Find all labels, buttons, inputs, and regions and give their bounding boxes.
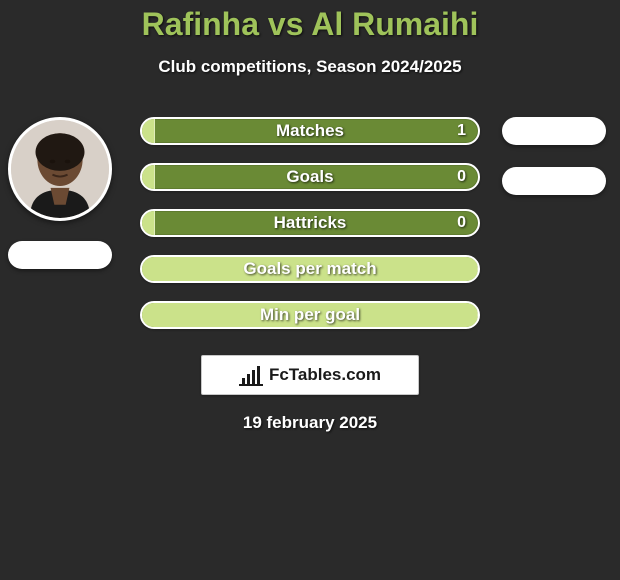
stat-bars: Matches 1 Goals 0 Hattricks 0 Goals per match M… <box>140 117 480 329</box>
stat-right-value: 0 <box>457 214 466 232</box>
stat-bar: Matches 1 <box>140 117 480 145</box>
stat-bar-fill <box>142 211 155 235</box>
stat-label: Min per goal <box>260 305 360 325</box>
stat-bar: Goals per match <box>140 255 480 283</box>
player-right-country-chip-2 <box>502 167 606 195</box>
stat-label: Goals <box>286 167 333 187</box>
player-left-country-chip <box>8 241 112 269</box>
stat-bar: Min per goal <box>140 301 480 329</box>
stat-label: Goals per match <box>243 259 376 279</box>
page-title: Rafinha vs Al Rumaihi <box>0 6 620 43</box>
page-subtitle: Club competitions, Season 2024/2025 <box>0 57 620 77</box>
stat-bar: Hattricks 0 <box>140 209 480 237</box>
player-left-column <box>0 117 120 269</box>
stat-right-value: 1 <box>457 122 466 140</box>
branding-box[interactable]: FcTables.com <box>201 355 419 395</box>
footer-date: 19 february 2025 <box>0 413 620 433</box>
branding-text: FcTables.com <box>269 365 381 385</box>
stat-bar-fill <box>142 119 155 143</box>
player-left-avatar <box>8 117 112 221</box>
avatar-photo-placeholder <box>11 120 109 218</box>
stat-bar: Goals 0 <box>140 163 480 191</box>
bar-chart-icon <box>239 364 265 386</box>
stat-label: Hattricks <box>274 213 347 233</box>
stat-bar-fill <box>142 165 155 189</box>
player-right-country-chip-1 <box>502 117 606 145</box>
stat-right-value: 0 <box>457 168 466 186</box>
stat-label: Matches <box>276 121 344 141</box>
player-right-column <box>494 117 614 195</box>
comparison-area: Matches 1 Goals 0 Hattricks 0 Goals per match M… <box>0 117 620 329</box>
comparison-card: Rafinha vs Al Rumaihi Club competitions,… <box>0 0 620 580</box>
